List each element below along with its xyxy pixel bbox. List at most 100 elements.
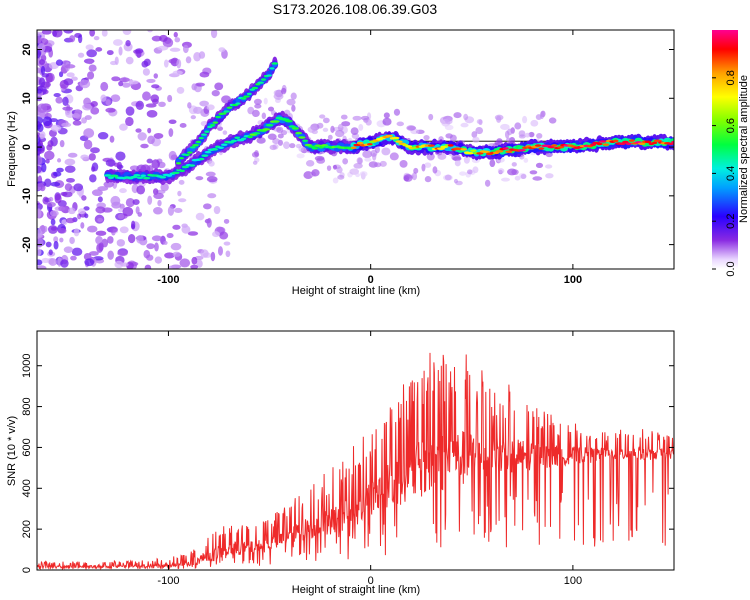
track-blob <box>285 119 293 123</box>
track-blob <box>210 124 215 127</box>
track-blob <box>187 151 193 154</box>
track-blob <box>198 136 204 140</box>
track-blob <box>262 128 271 131</box>
noise-blob <box>496 115 502 123</box>
track-blob <box>230 139 237 143</box>
snr-plot-area <box>37 352 674 570</box>
track-blob <box>133 173 141 177</box>
noise-blob <box>107 250 114 260</box>
noise-blob <box>463 113 469 121</box>
noise-blob <box>48 196 54 202</box>
noise-blob <box>146 110 158 118</box>
noise-blob <box>374 146 380 154</box>
noise-blob <box>71 247 83 256</box>
noise-blob <box>530 119 539 127</box>
noise-blob <box>114 260 124 269</box>
track-blob <box>350 146 357 150</box>
track-blob <box>302 139 309 143</box>
noise-blob <box>307 126 316 133</box>
noise-blob <box>319 114 326 119</box>
noise-blob <box>167 265 177 269</box>
noise-blob <box>37 35 42 44</box>
noise-blob <box>411 172 418 181</box>
noise-blob <box>185 56 192 64</box>
noise-blob <box>37 247 42 257</box>
noise-blob <box>84 213 89 219</box>
noise-blob <box>43 150 55 161</box>
noise-blob <box>146 78 156 83</box>
noise-blob <box>120 262 129 267</box>
noise-blob <box>142 68 150 76</box>
track-blob <box>271 62 279 65</box>
noise-blob <box>144 264 152 269</box>
noise-blob <box>223 218 230 224</box>
noise-blob <box>48 258 58 266</box>
track-blob <box>129 175 138 179</box>
noise-blob <box>172 224 181 230</box>
noise-blob <box>53 171 62 177</box>
track-blob <box>502 147 509 150</box>
noise-blob <box>151 84 160 89</box>
noise-blob <box>196 259 203 268</box>
track-blob <box>240 97 247 100</box>
noise-blob <box>267 133 277 140</box>
noise-blob <box>511 162 517 167</box>
noise-blob <box>37 183 45 191</box>
snr-ytick-label: 1000 <box>21 353 33 377</box>
noise-blob <box>132 199 140 205</box>
snr-frame <box>36 330 675 571</box>
noise-blob <box>140 143 149 149</box>
noise-blob <box>358 123 364 131</box>
noise-blob <box>37 103 48 114</box>
track-blob <box>599 140 607 143</box>
noise-blob <box>57 227 67 234</box>
noise-blob <box>163 59 169 68</box>
track-blob <box>171 171 180 175</box>
noise-blob <box>109 135 115 143</box>
noise-blob <box>177 190 182 197</box>
noise-blob <box>37 88 43 94</box>
noise-blob <box>471 131 478 138</box>
noise-blob <box>254 103 262 109</box>
heatmap-xtick-label: -100 <box>157 274 179 286</box>
track-blob <box>557 145 565 149</box>
track-blob <box>107 176 115 180</box>
noise-blob <box>511 169 519 176</box>
track-blob <box>247 135 253 139</box>
noise-blob <box>37 233 43 239</box>
noise-blob <box>63 30 74 34</box>
noise-blob <box>119 188 127 194</box>
noise-blob <box>46 201 56 208</box>
noise-blob <box>280 87 287 95</box>
noise-blob <box>84 258 95 267</box>
noise-blob <box>117 250 128 257</box>
noise-blob <box>118 81 124 87</box>
noise-blob <box>37 265 47 269</box>
noise-blob <box>135 206 140 215</box>
noise-blob <box>497 168 505 174</box>
noise-blob <box>341 121 351 127</box>
noise-blob <box>327 134 333 140</box>
noise-blob <box>355 172 360 178</box>
noise-blob <box>105 159 116 167</box>
noise-blob <box>41 30 52 35</box>
noise-blob <box>211 89 220 97</box>
noise-blob <box>100 81 109 92</box>
noise-blob <box>322 127 329 132</box>
noise-blob <box>67 152 78 158</box>
noise-blob <box>119 123 128 131</box>
noise-blob <box>95 230 107 236</box>
heatmap-frame <box>36 29 675 270</box>
noise-blob <box>159 34 168 42</box>
noise-blob <box>199 71 210 78</box>
noise-blob <box>58 205 68 212</box>
noise-blob <box>218 47 226 53</box>
noise-blob <box>179 258 191 268</box>
noise-blob <box>91 166 96 172</box>
noise-blob <box>195 212 205 221</box>
noise-blob <box>178 198 187 203</box>
noise-blob <box>42 116 53 127</box>
